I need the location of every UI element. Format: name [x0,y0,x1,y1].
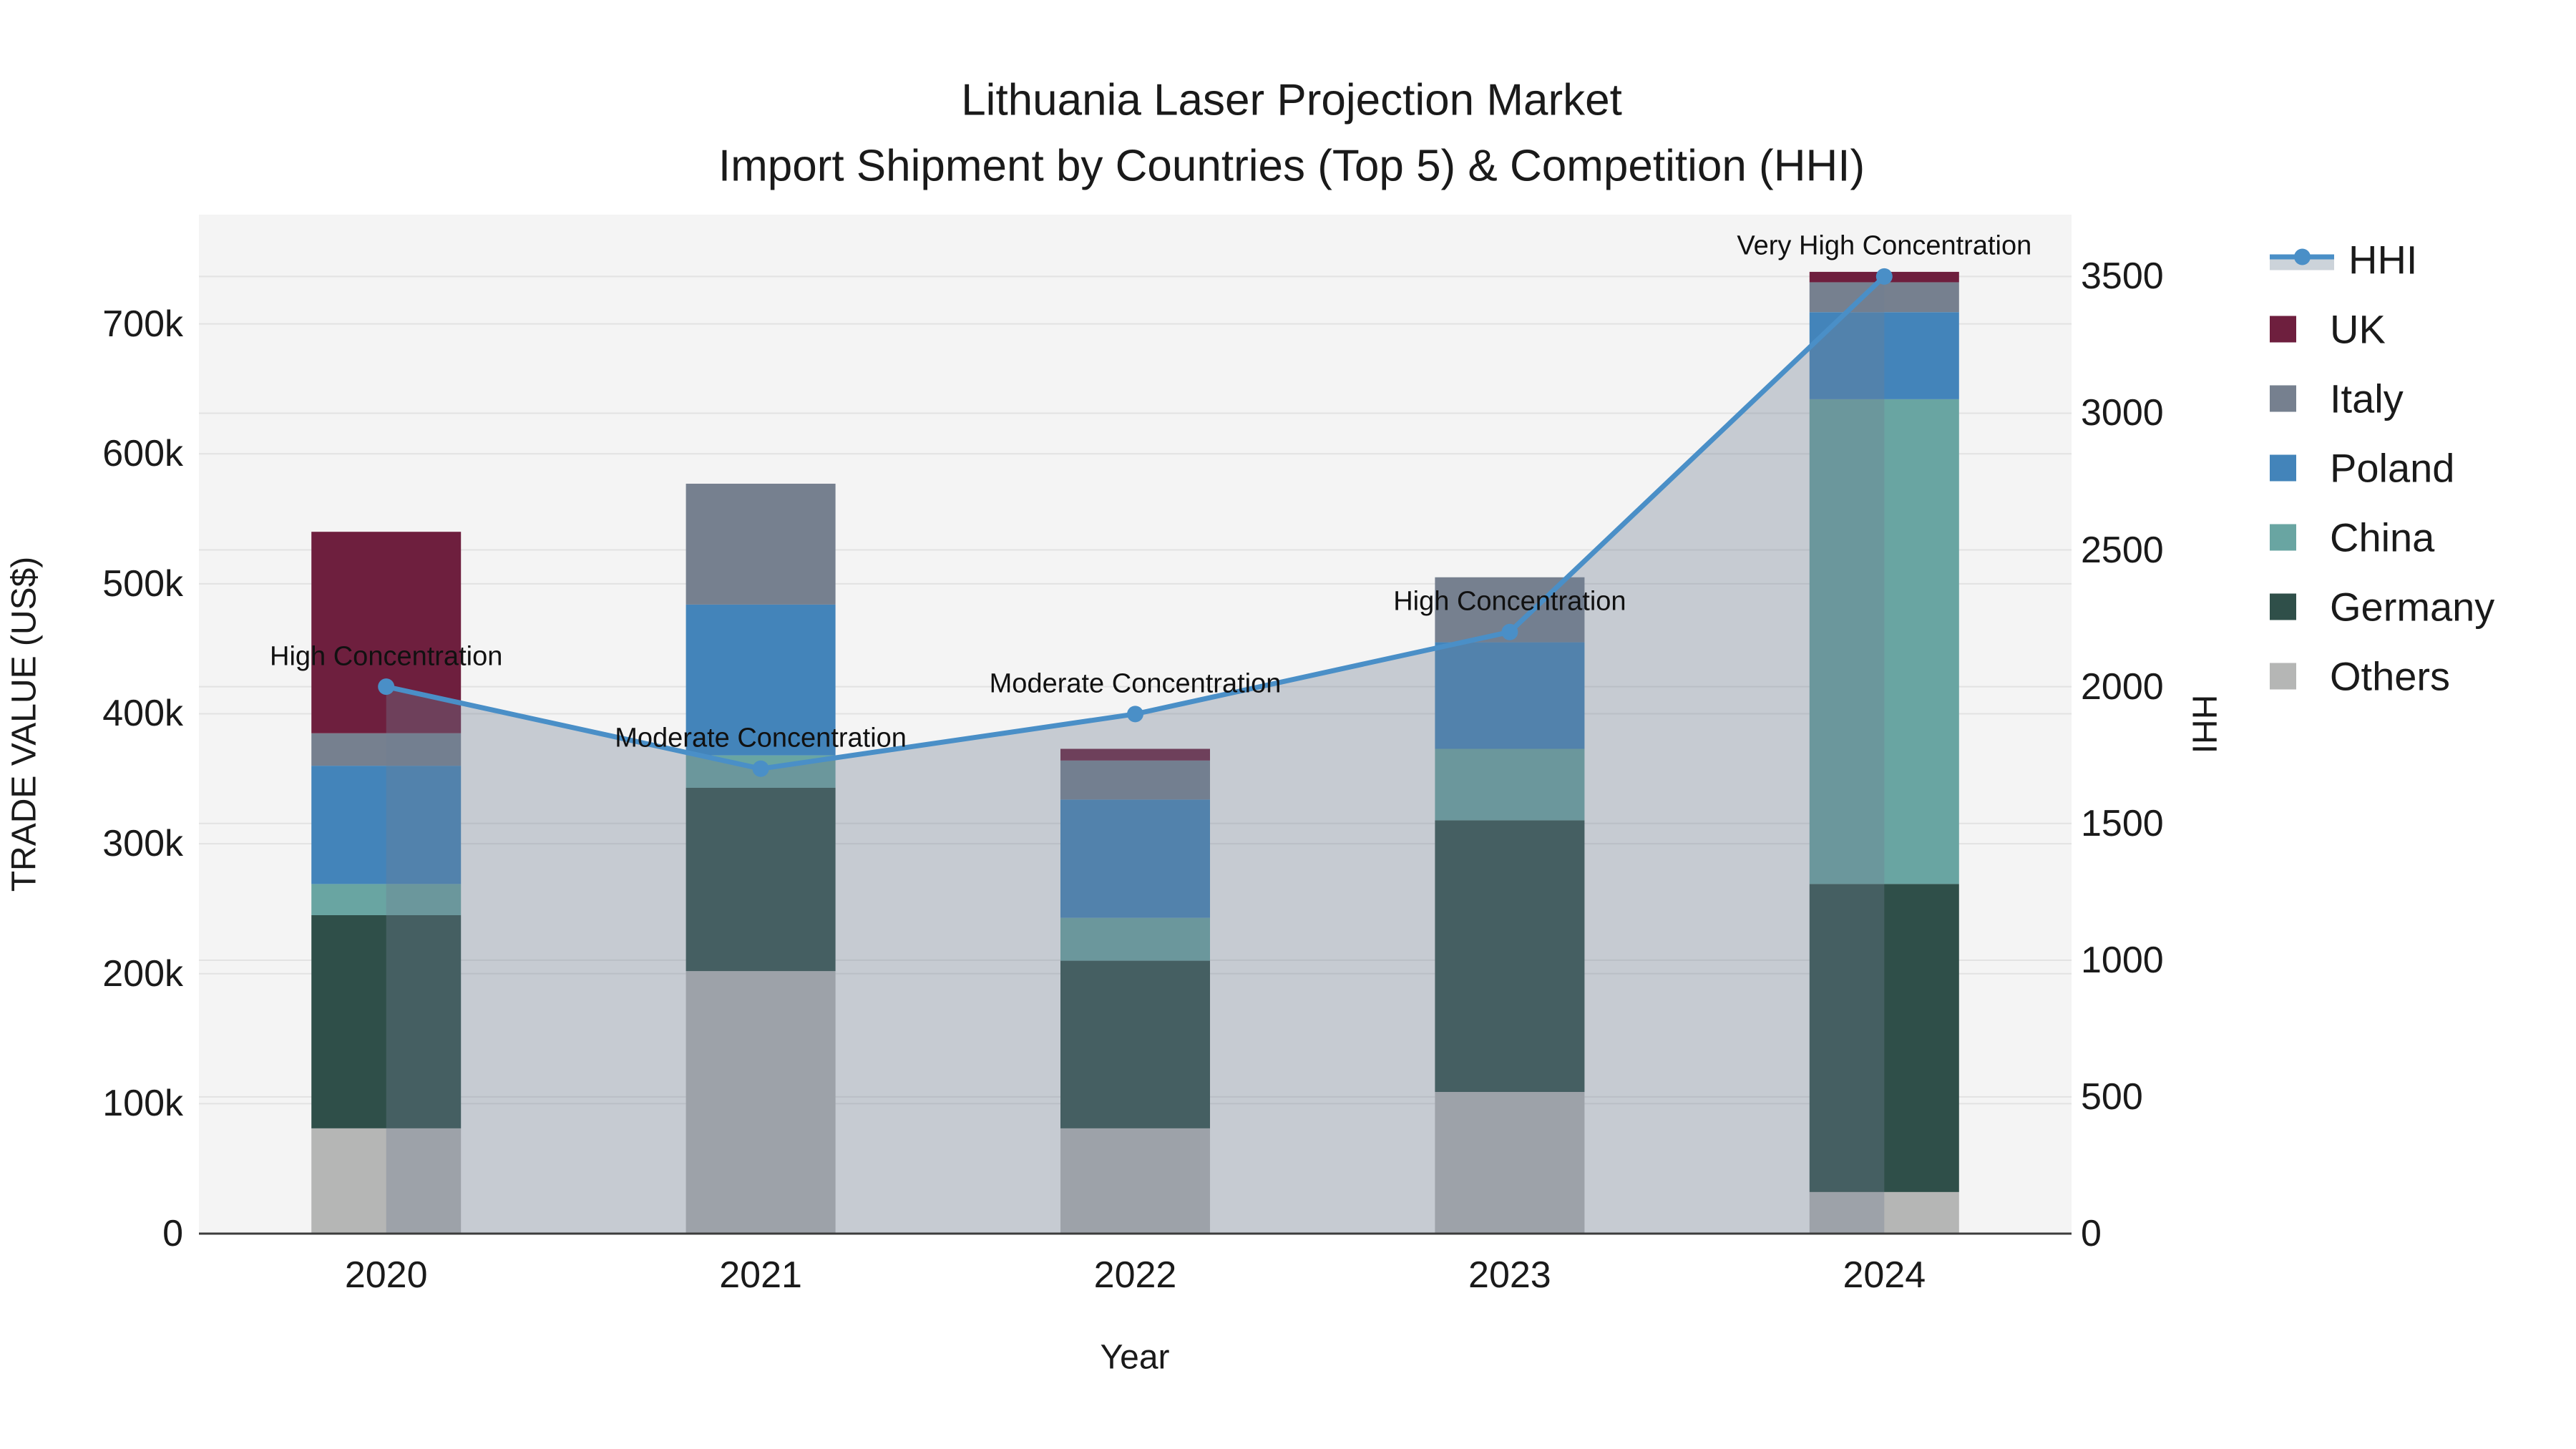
bar-segment-italy-2022[interactable] [1060,760,1210,800]
bar-segment-others-2021[interactable] [686,971,836,1234]
bar-segment-germany-2020[interactable] [311,915,462,1128]
x-tick-2023: 2023 [1468,1254,1551,1296]
legend-label-china: China [2330,514,2435,560]
legend-label-poland: Poland [2330,445,2455,491]
y-right-tick-3500: 3500 [2081,255,2164,298]
bar-segment-italy-2020[interactable] [311,733,462,766]
legend-item-hhi[interactable]: HHI [2270,237,2417,283]
bar-segment-china-2023[interactable] [1435,748,1585,821]
legend-label-germany: Germany [2330,584,2495,630]
bar-segment-poland-2020[interactable] [311,766,462,884]
legend-item-uk[interactable]: UK [2270,306,2386,353]
bar-segment-italy-2021[interactable] [686,483,836,605]
legend-swatch-uk [2270,316,2296,343]
bar-segment-others-2024[interactable] [1809,1191,1959,1234]
bar-segment-others-2022[interactable] [1060,1128,1210,1234]
legend-label-hhi: HHI [2348,237,2418,283]
legend-label-italy: Italy [2330,376,2404,421]
legend-swatch-china [2270,524,2296,551]
x-tick-2024: 2024 [1843,1254,1926,1296]
y-right-tick-2500: 2500 [2081,529,2164,571]
y-left-tick-0: 0 [162,1213,183,1254]
y-right-tick-1500: 1500 [2081,802,2164,844]
y-left-tick-500k: 500k [102,562,183,605]
y-right-tick-500: 500 [2081,1075,2143,1118]
legend-swatch-poland [2270,454,2296,482]
bar-segment-china-2020[interactable] [311,884,462,915]
legend-item-poland[interactable]: Poland [2270,445,2454,492]
hhi-marker-2020[interactable] [378,678,395,696]
legend-item-others[interactable]: Others [2270,653,2450,700]
hhi-marker-2024[interactable] [1875,268,1893,285]
x-tick-2021: 2021 [719,1254,802,1296]
bar-segment-poland-2021[interactable] [686,604,836,756]
bar-segment-germany-2022[interactable] [1060,960,1210,1128]
chart-title-line-1: Lithuania Laser Projection Market [961,75,1622,125]
legend-item-china[interactable]: China [2270,514,2434,561]
y-left-tick-400k: 400k [102,693,183,735]
legend-label-others: Others [2330,653,2451,699]
bar-segment-poland-2023[interactable] [1435,642,1585,749]
y-right-tick-2000: 2000 [2081,665,2164,708]
legend-swatch-italy [2270,385,2296,412]
bar-segment-germany-2024[interactable] [1809,884,1959,1192]
hhi-area [386,276,1885,1234]
legend-label-uk: UK [2330,306,2386,352]
bar-segment-germany-2023[interactable] [1435,820,1585,1093]
legend-item-germany[interactable]: Germany [2270,584,2494,630]
y-left-tick-100k: 100k [102,1083,183,1125]
x-axis-title: Year [1100,1338,1170,1377]
hhi-line-sample-icon [2270,245,2334,274]
bar-segment-china-2022[interactable] [1060,917,1210,961]
y-left-tick-600k: 600k [102,433,183,475]
y-right-tick-3000: 3000 [2081,392,2164,434]
bar-segment-germany-2021[interactable] [686,788,836,972]
bar-segment-others-2020[interactable] [311,1128,462,1234]
hhi-marker-2023[interactable] [1501,623,1518,640]
bar-segment-uk-2022[interactable] [1060,748,1210,761]
bar-segment-china-2024[interactable] [1809,399,1959,884]
bar-segment-others-2023[interactable] [1435,1092,1585,1234]
chart-title-line-2: Import Shipment by Countries (Top 5) & C… [718,141,1865,191]
annotation-2022: Moderate Concentration [989,668,1282,699]
x-tick-2020: 2020 [344,1254,428,1296]
x-tick-2022: 2022 [1093,1254,1177,1296]
legend-item-italy[interactable]: Italy [2270,376,2404,422]
legend-swatch-germany [2270,593,2296,620]
legend-swatch-others [2270,663,2296,690]
bar-segment-italy-2024[interactable] [1809,282,1959,313]
annotation-2023: High Concentration [1393,586,1626,617]
y-left-tick-700k: 700k [102,303,183,345]
annotation-2024: Very High Concentration [1737,230,2032,261]
stacked-bars [311,271,1959,1234]
y-axis-title-right: HHI [2185,694,2223,754]
hhi-marker-2021[interactable] [752,760,769,777]
annotation-2021: Moderate Concentration [615,723,907,753]
y-right-tick-1000: 1000 [2081,939,2164,981]
y-left-tick-300k: 300k [102,823,183,865]
bar-segment-poland-2022[interactable] [1060,799,1210,918]
y-right-tick-0: 0 [2081,1213,2102,1254]
hhi-marker-2022[interactable] [1127,706,1143,723]
annotation-2020: High Concentration [270,641,503,672]
y-left-tick-200k: 200k [102,952,183,995]
